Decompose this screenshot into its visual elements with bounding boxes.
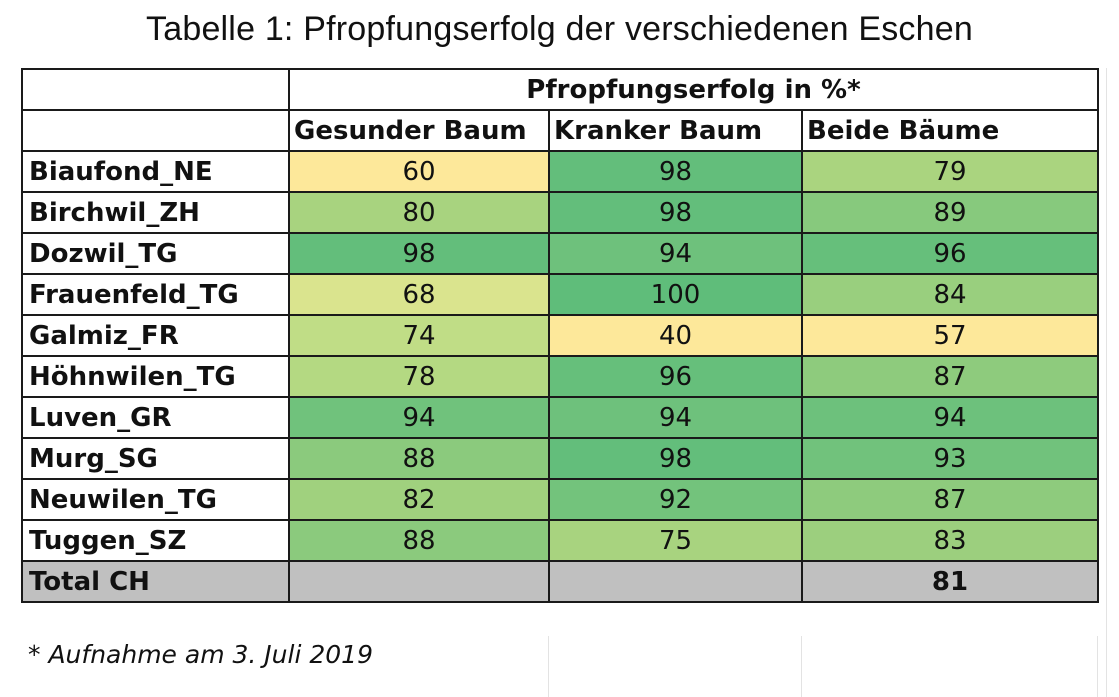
- value-cell: 93: [801, 437, 1099, 480]
- total-label: Total CH: [21, 560, 290, 603]
- row-label: Biaufond_NE: [21, 150, 290, 193]
- footnote: * Aufnahme am 3. Juli 2019: [28, 640, 373, 669]
- row-label: Höhnwilen_TG: [21, 355, 290, 398]
- table-row: Biaufond_NE 60 98 79: [21, 150, 1099, 193]
- value-cell: 96: [801, 232, 1099, 275]
- value-cell: 98: [548, 437, 803, 480]
- row-label: Galmiz_FR: [21, 314, 290, 357]
- column-header-beide: Beide Bäume: [801, 109, 1099, 152]
- value-cell: 87: [801, 355, 1099, 398]
- table-row: Höhnwilen_TG 78 96 87: [21, 355, 1099, 398]
- value-cell: 82: [288, 478, 550, 521]
- column-header-krank: Kranker Baum: [548, 109, 803, 152]
- group-header: Pfropfungserfolg in %*: [288, 68, 1099, 111]
- value-cell: 57: [801, 314, 1099, 357]
- gridline: [1106, 68, 1107, 697]
- total-value: 81: [801, 560, 1099, 603]
- value-cell: 94: [548, 396, 803, 439]
- row-label: Murg_SG: [21, 437, 290, 480]
- value-cell: 88: [288, 437, 550, 480]
- table-row: Luven_GR 94 94 94: [21, 396, 1099, 439]
- value-cell: 98: [548, 191, 803, 234]
- row-label: Luven_GR: [21, 396, 290, 439]
- value-cell: 80: [288, 191, 550, 234]
- table-title: Tabelle 1: Pfropfungserfolg der verschie…: [146, 10, 973, 48]
- value-cell: 92: [548, 478, 803, 521]
- column-header-gesund: Gesunder Baum: [288, 109, 550, 152]
- value-cell: 98: [548, 150, 803, 193]
- total-empty-cell: [288, 560, 550, 603]
- total-row: Total CH 81: [21, 560, 1099, 603]
- table-row: Tuggen_SZ 88 75 83: [21, 519, 1099, 562]
- value-cell: 96: [548, 355, 803, 398]
- empty-corner-cell: [21, 109, 290, 152]
- value-cell: 40: [548, 314, 803, 357]
- value-cell: 88: [288, 519, 550, 562]
- total-empty-cell: [548, 560, 803, 603]
- table-row: Frauenfeld_TG 68 100 84: [21, 273, 1099, 316]
- value-cell: 100: [548, 273, 803, 316]
- value-cell: 94: [801, 396, 1099, 439]
- value-cell: 74: [288, 314, 550, 357]
- value-cell: 79: [801, 150, 1099, 193]
- gridline: [1097, 636, 1098, 697]
- table-row: Galmiz_FR 74 40 57: [21, 314, 1099, 357]
- gridline: [548, 636, 549, 697]
- value-cell: 83: [801, 519, 1099, 562]
- value-cell: 84: [801, 273, 1099, 316]
- table-row: Dozwil_TG 98 94 96: [21, 232, 1099, 275]
- table-row: Birchwil_ZH 80 98 89: [21, 191, 1099, 234]
- data-table: Pfropfungserfolg in %* Gesunder Baum Kra…: [21, 68, 1099, 603]
- value-cell: 94: [288, 396, 550, 439]
- row-label: Frauenfeld_TG: [21, 273, 290, 316]
- value-cell: 89: [801, 191, 1099, 234]
- table-row: Neuwilen_TG 82 92 87: [21, 478, 1099, 521]
- column-header-row: Gesunder Baum Kranker Baum Beide Bäume: [21, 109, 1099, 152]
- row-label: Birchwil_ZH: [21, 191, 290, 234]
- empty-corner-cell: [21, 68, 290, 111]
- header-group-row: Pfropfungserfolg in %*: [21, 68, 1099, 111]
- row-label: Dozwil_TG: [21, 232, 290, 275]
- value-cell: 87: [801, 478, 1099, 521]
- value-cell: 78: [288, 355, 550, 398]
- value-cell: 68: [288, 273, 550, 316]
- value-cell: 98: [288, 232, 550, 275]
- row-label: Neuwilen_TG: [21, 478, 290, 521]
- value-cell: 94: [548, 232, 803, 275]
- table-row: Murg_SG 88 98 93: [21, 437, 1099, 480]
- gridline: [801, 636, 802, 697]
- value-cell: 60: [288, 150, 550, 193]
- value-cell: 75: [548, 519, 803, 562]
- row-label: Tuggen_SZ: [21, 519, 290, 562]
